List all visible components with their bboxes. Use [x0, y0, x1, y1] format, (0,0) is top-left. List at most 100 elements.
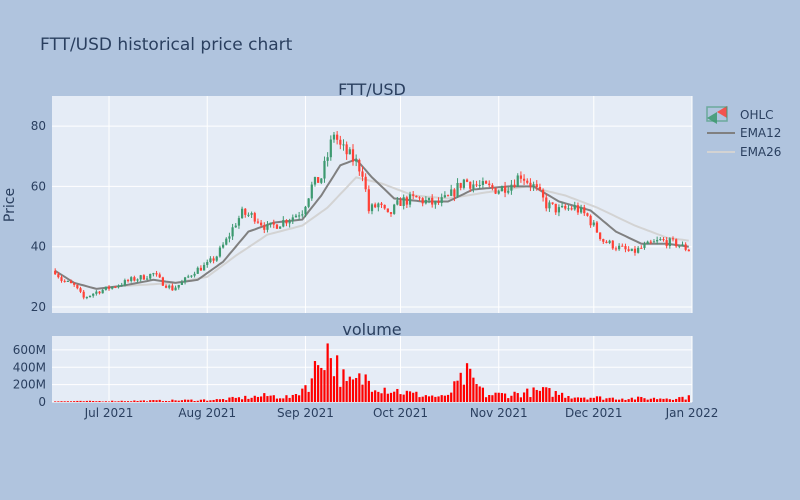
candle-decreasing [503, 181, 507, 198]
candle-body [564, 205, 567, 209]
candle-body [377, 203, 380, 208]
volume-bar [488, 395, 491, 402]
candle-increasing [291, 214, 294, 225]
price-subplot: 20 40 60 80 FTT/USD Price [2, 80, 693, 314]
candle-increasing [111, 286, 114, 290]
volume-bar [57, 401, 60, 402]
candle-body [567, 208, 570, 210]
volume-bar [573, 397, 576, 402]
candle-body [434, 201, 437, 205]
candle-increasing [240, 206, 244, 219]
volume-bar [234, 397, 237, 402]
candle-decreasing [491, 183, 494, 191]
volume-bar [367, 380, 370, 402]
volume-bar [453, 381, 456, 402]
candle-decreasing [171, 283, 174, 291]
volume-bar [450, 392, 453, 402]
candle-increasing [443, 191, 446, 199]
volume-bar [532, 387, 535, 402]
candle-body [459, 182, 462, 188]
candle-increasing [355, 154, 358, 167]
volume-bar [133, 400, 136, 402]
candle-increasing [377, 202, 380, 212]
ohlc-swatch-frame [706, 106, 728, 122]
volume-bar [418, 397, 421, 402]
candle-body [399, 200, 402, 206]
volume-bar [526, 388, 529, 402]
candle-body [320, 178, 323, 183]
volume-bar [294, 393, 298, 402]
candle-increasing [307, 198, 310, 209]
candle-decreasing [79, 286, 82, 294]
candle-decreasing [63, 279, 66, 283]
candle-decreasing [640, 245, 643, 249]
volume-bar [240, 399, 244, 402]
candle-body [396, 200, 399, 205]
candle-decreasing [244, 208, 247, 218]
volume-bar [215, 399, 218, 402]
candle-increasing [313, 176, 317, 187]
candle-increasing [320, 178, 323, 185]
candle-increasing [237, 215, 241, 229]
volume-bar [174, 400, 177, 402]
volume-bar [111, 400, 114, 402]
candle-body [155, 273, 158, 275]
candle-increasing [440, 193, 443, 207]
candle-decreasing [133, 275, 136, 282]
candle-body [535, 184, 538, 187]
volume-bar [459, 372, 462, 402]
volume-bar [250, 397, 253, 402]
legend-item-ema26[interactable]: EMA26 [707, 145, 781, 159]
volume-bar [605, 398, 608, 402]
volume-bar [361, 384, 364, 402]
candle-body [383, 204, 386, 209]
candle-body [361, 171, 364, 177]
volume-bar [54, 401, 57, 402]
volume-bar [595, 396, 599, 402]
volume-bar [142, 400, 145, 402]
candle-increasing [250, 211, 253, 219]
candle-body [152, 273, 155, 275]
legend: OHLC EMA12 EMA26 [706, 106, 781, 159]
legend-item-ema12[interactable]: EMA12 [707, 126, 781, 140]
candle-body [570, 208, 573, 210]
volume-bar [348, 376, 351, 402]
x-tick-label: Oct 2021 [373, 406, 428, 420]
candle-increasing [608, 239, 611, 245]
candle-body [427, 197, 431, 200]
candle-increasing [592, 219, 595, 227]
candle-decreasing [484, 180, 488, 184]
volume-bar [164, 400, 168, 402]
candle-body [456, 182, 459, 197]
candle-body [260, 222, 263, 226]
candle-body [253, 213, 256, 222]
volume-bar [73, 401, 76, 402]
candle-body [323, 160, 326, 179]
candle-decreasing [374, 202, 377, 209]
volume-bar [279, 398, 282, 402]
volume-bar [168, 401, 171, 402]
candle-body [393, 204, 396, 214]
candle-increasing [288, 218, 291, 228]
candle-increasing [630, 248, 633, 252]
volume-bar [614, 399, 618, 402]
candle-decreasing [114, 285, 117, 289]
candle-body [500, 186, 504, 192]
volume-bar [389, 392, 393, 402]
legend-item-ohlc[interactable]: OHLC [706, 106, 774, 124]
volume-bar [326, 343, 329, 402]
volume-bar [187, 399, 190, 402]
volume-bar [396, 388, 399, 402]
volume-bar [82, 401, 85, 402]
candle-body [92, 293, 95, 296]
volume-bar [465, 363, 469, 402]
candle-body [88, 295, 92, 298]
candle-decreasing [164, 284, 168, 289]
volume-bar [570, 398, 573, 402]
volume-bar [329, 358, 332, 402]
candle-body [126, 280, 130, 282]
volume-bar [652, 397, 656, 402]
candle-body [637, 247, 640, 253]
candle-body [573, 205, 576, 210]
volume-bar [427, 396, 431, 402]
